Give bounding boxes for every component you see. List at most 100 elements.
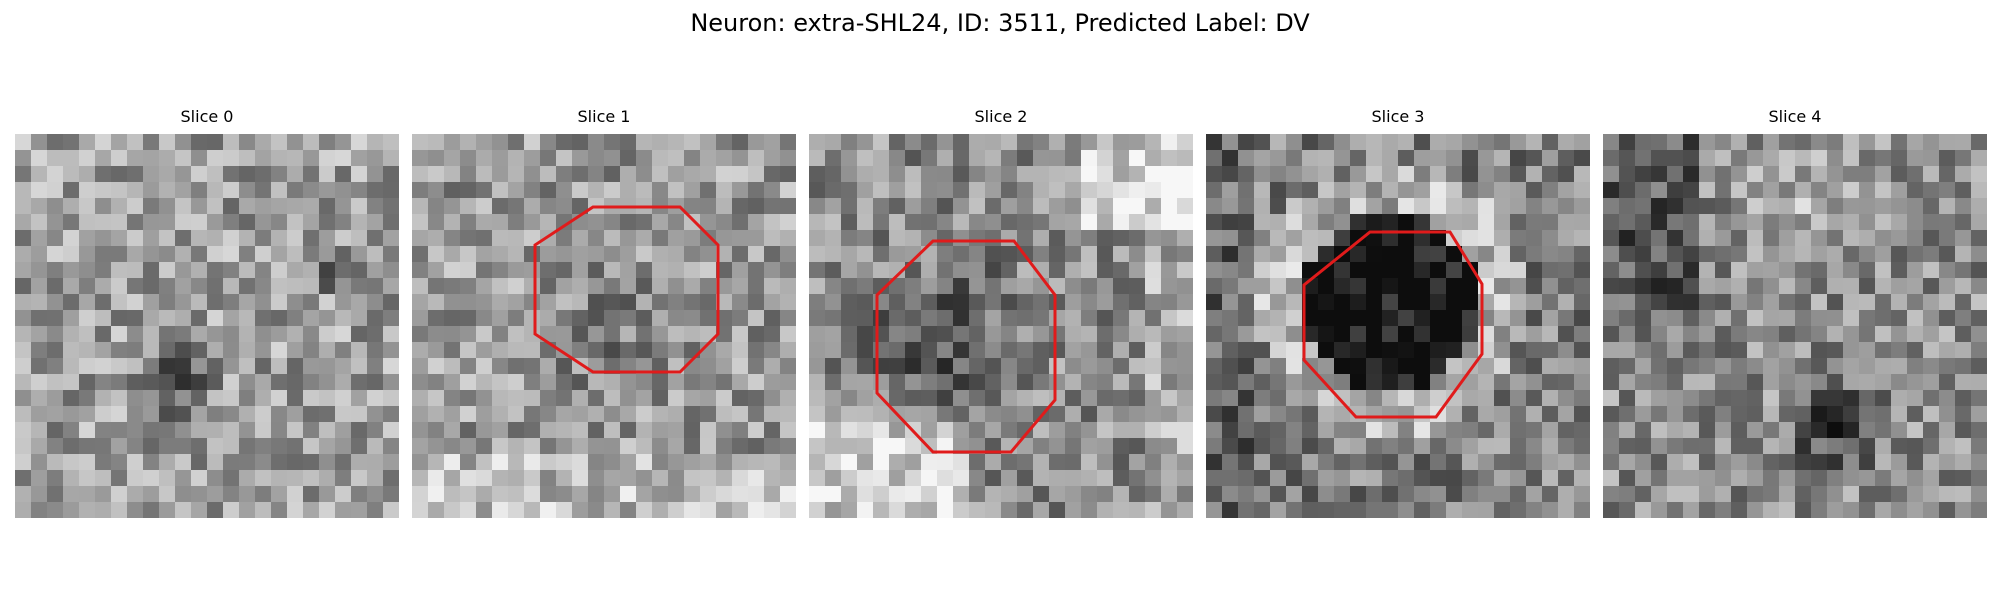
- pixel-cell: [127, 294, 144, 311]
- pixel-cell: [1286, 230, 1303, 247]
- pixel-cell: [191, 134, 208, 151]
- pixel-cell: [1414, 374, 1431, 391]
- pixel-cell: [15, 502, 32, 518]
- pixel-cell: [1129, 438, 1146, 455]
- pixel-cell: [1763, 422, 1780, 439]
- pixel-cell: [1939, 486, 1956, 503]
- pixel-cell: [287, 438, 304, 455]
- pixel-cell: [1129, 230, 1146, 247]
- pixel-cell: [764, 502, 781, 518]
- pixel-cell: [1302, 326, 1319, 343]
- pixel-cell: [1145, 182, 1162, 199]
- pixel-cell: [748, 262, 765, 279]
- pixel-cell: [127, 486, 144, 503]
- pixel-cell: [367, 358, 384, 375]
- pixel-cell: [732, 470, 749, 487]
- pixel-cell: [1318, 294, 1335, 311]
- pixel-cell: [95, 358, 112, 375]
- pixel-cell: [1446, 326, 1463, 343]
- pixel-cell: [1382, 358, 1399, 375]
- pixel-cell: [1715, 486, 1732, 503]
- pixel-cell: [1366, 374, 1383, 391]
- pixel-cell: [1683, 294, 1700, 311]
- pixel-cell: [1081, 246, 1098, 263]
- pixel-cell: [1238, 486, 1255, 503]
- pixel-cell: [841, 454, 858, 471]
- pixel-cell: [1161, 470, 1178, 487]
- pixel-cell: [524, 246, 541, 263]
- pixel-cell: [889, 438, 906, 455]
- pixel-cell: [1049, 342, 1066, 359]
- pixel-cell: [1683, 438, 1700, 455]
- pixel-cell: [351, 406, 368, 423]
- pixel-cell: [207, 310, 224, 327]
- pixel-cell: [508, 358, 525, 375]
- pixel-cell: [1667, 502, 1684, 518]
- pixel-cell: [1747, 438, 1764, 455]
- pixel-cell: [1350, 262, 1367, 279]
- pixel-cell: [809, 502, 826, 518]
- pixel-cell: [1462, 310, 1479, 327]
- pixel-cell: [1811, 342, 1828, 359]
- pixel-cell: [143, 326, 160, 343]
- pixel-cell: [1635, 470, 1652, 487]
- pixel-cell: [1430, 342, 1447, 359]
- pixel-cell: [825, 230, 842, 247]
- pixel-cell: [572, 246, 589, 263]
- pixel-cell: [1747, 486, 1764, 503]
- pixel-cell: [684, 182, 701, 199]
- pixel-cell: [63, 454, 80, 471]
- pixel-cell: [1478, 310, 1495, 327]
- pixel-cell: [1603, 198, 1620, 215]
- pixel-cell: [604, 438, 621, 455]
- pixel-cell: [492, 502, 509, 518]
- pixel-cell: [780, 310, 796, 327]
- pixel-cell: [985, 406, 1002, 423]
- pixel-cell: [1859, 166, 1876, 183]
- pixel-cell: [508, 342, 525, 359]
- pixel-cell: [31, 262, 48, 279]
- pixel-cell: [572, 470, 589, 487]
- pixel-cell: [1129, 390, 1146, 407]
- pixel-cell: [985, 454, 1002, 471]
- pixel-cell: [335, 438, 352, 455]
- pixel-cell: [716, 182, 733, 199]
- pixel-cell: [1923, 278, 1940, 295]
- pixel-cell: [1065, 406, 1082, 423]
- pixel-cell: [1206, 358, 1223, 375]
- pixel-cell: [1446, 454, 1463, 471]
- pixel-cell: [1318, 230, 1335, 247]
- pixel-cell: [143, 230, 160, 247]
- pixel-cell: [351, 470, 368, 487]
- pixel-cell: [476, 134, 493, 151]
- pixel-cell: [127, 454, 144, 471]
- pixel-cell: [873, 230, 890, 247]
- pixel-cell: [303, 502, 320, 518]
- pixel-cell: [732, 246, 749, 263]
- pixel-cell: [191, 198, 208, 215]
- pixel-cell: [428, 358, 445, 375]
- pixel-cell: [809, 278, 826, 295]
- pixel-cell: [1398, 358, 1415, 375]
- pixel-cell: [1318, 438, 1335, 455]
- pixel-cell: [1222, 406, 1239, 423]
- pixel-cell: [492, 374, 509, 391]
- pixel-cell: [652, 390, 669, 407]
- pixel-cell: [588, 214, 605, 231]
- pixel-cell: [969, 150, 986, 167]
- pixel-cell: [1827, 166, 1844, 183]
- pixel-cell: [335, 454, 352, 471]
- pixel-cell: [223, 390, 240, 407]
- pixel-cell: [841, 214, 858, 231]
- pixel-cell: [1129, 214, 1146, 231]
- pixel-cell: [1971, 470, 1987, 487]
- pixel-cell: [1398, 326, 1415, 343]
- pixel-cell: [1382, 470, 1399, 487]
- pixel-cell: [143, 150, 160, 167]
- pixel-cell: [1715, 182, 1732, 199]
- pixel-cell: [367, 342, 384, 359]
- pixel-cell: [1558, 342, 1575, 359]
- pixel-cell: [476, 358, 493, 375]
- pixel-cell: [684, 406, 701, 423]
- pixel-cell: [1238, 390, 1255, 407]
